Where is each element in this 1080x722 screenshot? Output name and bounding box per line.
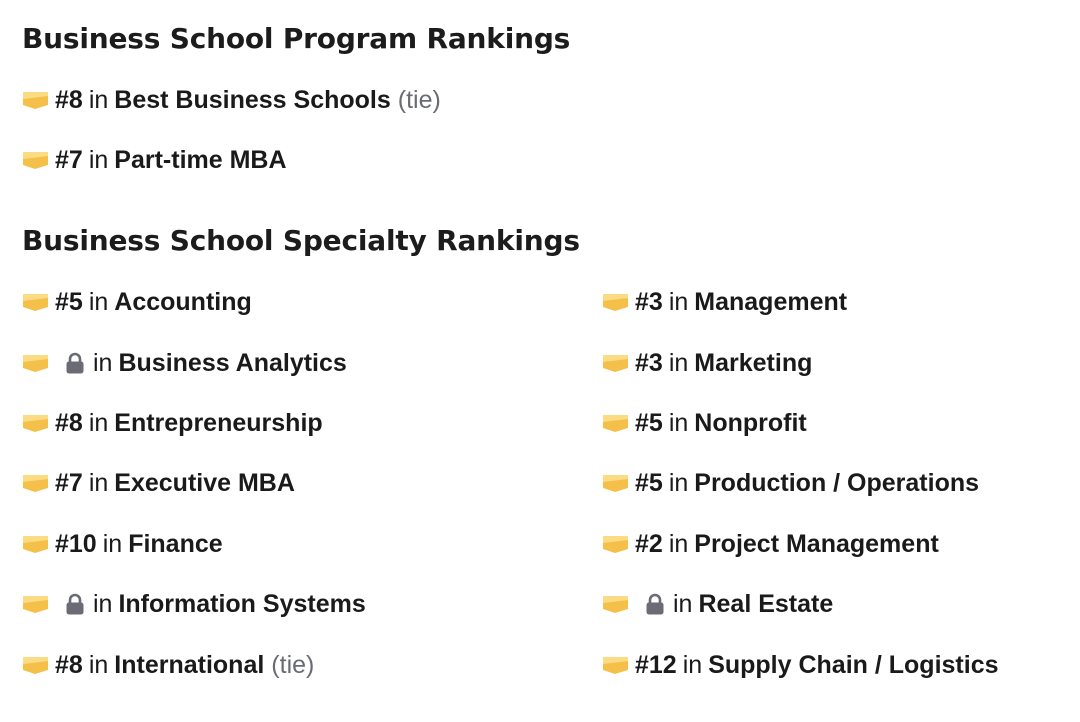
ranking-badge-icon [22, 90, 49, 110]
ranking-badge-icon [22, 353, 49, 373]
ranking-name-link[interactable]: Nonprofit [694, 409, 807, 437]
ranking-item[interactable]: #8 in Entrepreneurship [22, 406, 323, 440]
ranking-in-label: in [88, 86, 109, 114]
ranking-in-label: in [93, 590, 113, 618]
ranking-number: #3 [635, 288, 663, 316]
ranking-in-label: in [668, 530, 689, 558]
ranking-item[interactable]: #8 in International (tie) [22, 648, 314, 682]
ranking-name-link[interactable]: Project Management [694, 530, 939, 558]
ranking-item[interactable]: #2 in Project Management [602, 527, 939, 561]
ranking-in-label: in [88, 288, 109, 316]
ranking-number: #7 [55, 146, 83, 174]
ranking-name-link[interactable]: Information Systems [118, 590, 366, 618]
ranking-name-link[interactable]: Real Estate [698, 590, 834, 618]
ranking-item[interactable]: #5 in Accounting [22, 285, 252, 319]
ranking-item[interactable]: #8 in Best Business Schools (tie) [22, 83, 441, 117]
ranking-in-label: in [673, 590, 693, 618]
lock-icon [65, 352, 85, 374]
specialty-rankings-heading: Business School Specialty Rankings [22, 224, 580, 257]
ranking-name-link[interactable]: Entrepreneurship [114, 409, 323, 437]
ranking-number: #10 [55, 530, 97, 558]
ranking-in-label: in [102, 530, 123, 558]
ranking-name-link[interactable]: Supply Chain / Logistics [708, 651, 999, 679]
ranking-item[interactable]: in Business Analytics [22, 346, 347, 380]
ranking-in-label: in [88, 409, 109, 437]
ranking-number: #5 [55, 288, 83, 316]
ranking-badge-icon [22, 292, 49, 312]
ranking-badge-icon [602, 292, 629, 312]
ranking-item[interactable]: #3 in Marketing [602, 346, 812, 380]
ranking-badge-icon [602, 594, 629, 614]
ranking-in-label: in [93, 349, 113, 377]
ranking-badge-icon [602, 413, 629, 433]
ranking-badge-icon [22, 655, 49, 675]
ranking-badge-icon [602, 534, 629, 554]
ranking-name-link[interactable]: Accounting [114, 288, 252, 316]
ranking-name-link[interactable]: Business Analytics [118, 349, 347, 377]
ranking-item[interactable]: #10 in Finance [22, 527, 223, 561]
ranking-badge-icon [22, 473, 49, 493]
ranking-number: #5 [635, 469, 663, 497]
ranking-number: #3 [635, 349, 663, 377]
ranking-number: #8 [55, 86, 83, 114]
ranking-badge-icon [602, 473, 629, 493]
program-rankings-heading: Business School Program Rankings [22, 22, 571, 55]
ranking-number: #7 [55, 469, 83, 497]
ranking-in-label: in [668, 288, 689, 316]
ranking-item[interactable]: #5 in Nonprofit [602, 406, 807, 440]
ranking-badge-icon [22, 413, 49, 433]
ranking-item[interactable]: #3 in Management [602, 285, 847, 319]
ranking-badge-icon [22, 594, 49, 614]
ranking-number: #8 [55, 651, 83, 679]
ranking-in-label: in [668, 409, 689, 437]
ranking-in-label: in [88, 651, 109, 679]
ranking-badge-icon [22, 150, 49, 170]
ranking-name-link[interactable]: Executive MBA [114, 469, 295, 497]
ranking-item[interactable]: in Real Estate [602, 587, 833, 621]
ranking-badge-icon [602, 655, 629, 675]
ranking-item[interactable]: #7 in Part-time MBA [22, 143, 287, 177]
ranking-in-label: in [682, 651, 703, 679]
tie-label: (tie) [397, 86, 441, 114]
tie-label: (tie) [271, 651, 315, 679]
ranking-item[interactable]: in Information Systems [22, 587, 366, 621]
ranking-name-link[interactable]: Best Business Schools [114, 86, 391, 114]
ranking-badge-icon [22, 534, 49, 554]
ranking-name-link[interactable]: Production / Operations [694, 469, 980, 497]
ranking-name-link[interactable]: Finance [128, 530, 223, 558]
ranking-in-label: in [88, 146, 109, 174]
ranking-name-link[interactable]: International [114, 651, 265, 679]
ranking-name-link[interactable]: Part-time MBA [114, 146, 287, 174]
ranking-number: #2 [635, 530, 663, 558]
ranking-item[interactable]: #7 in Executive MBA [22, 466, 295, 500]
ranking-number: #8 [55, 409, 83, 437]
lock-icon [645, 593, 665, 615]
ranking-item[interactable]: #12 in Supply Chain / Logistics [602, 648, 999, 682]
ranking-name-link[interactable]: Marketing [694, 349, 813, 377]
ranking-in-label: in [668, 469, 689, 497]
ranking-number: #5 [635, 409, 663, 437]
ranking-in-label: in [668, 349, 689, 377]
ranking-item[interactable]: #5 in Production / Operations [602, 466, 979, 500]
ranking-badge-icon [602, 353, 629, 373]
lock-icon [65, 593, 85, 615]
ranking-name-link[interactable]: Management [694, 288, 848, 316]
ranking-in-label: in [88, 469, 109, 497]
ranking-number: #12 [635, 651, 677, 679]
